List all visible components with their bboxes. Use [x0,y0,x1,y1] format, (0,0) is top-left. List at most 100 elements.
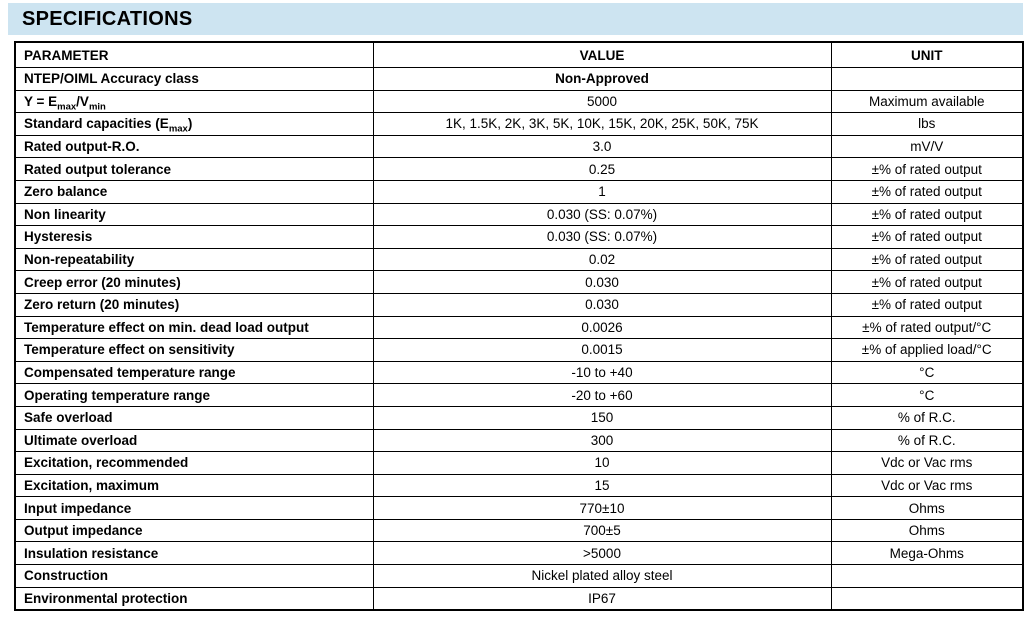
table-row: Excitation, recommended 10 Vdc or Vac rms [14,451,1024,475]
parameter-cell: Insulation resistance [14,541,374,566]
table-row: Safe overload 150% of R.C. [14,405,1024,430]
value-cell: Non-Approved [372,67,832,91]
column-header-unit: UNIT [830,41,1024,68]
unit-cell: ±% of applied load/°C [830,338,1024,362]
column-header-parameter: PARAMETER [14,41,374,68]
unit-cell: Vdc or Vac rms [830,473,1024,498]
table-row: Rated output-R.O. 3.0 mV/V [14,134,1024,159]
column-header-value: VALUE [372,41,832,68]
table-row: Hysteresis 0.030 (SS: 0.07%) ±% of rated o… [14,225,1024,249]
table-row: Creep error (20 minutes) 0.030 ±% of rated… [14,270,1024,294]
parameter-cell: Temperature effect on min. dead load out… [14,315,374,340]
value-cell: 3.0 [372,134,832,159]
table-row: Construction Nickel plated alloy steel [14,564,1024,588]
parameter-cell: Operating temperature range [14,383,374,407]
parameter-cell: Zero return (20 minutes) [14,292,374,317]
value-cell: 0.02 [372,247,832,272]
value-cell: 10 [372,451,832,475]
unit-cell: ±% of rated output [830,225,1024,249]
parameter-cell: Rated output-R.O. [14,134,374,159]
table-row: Compensated temperature range -10 to +40 °… [14,360,1024,385]
unit-cell: % of R.C. [830,428,1024,453]
unit-cell: ±% of rated output [830,157,1024,181]
value-cell: 15 [372,473,832,498]
parameter-cell: Environmental protection [14,586,374,611]
unit-cell: Maximum available [830,89,1024,114]
unit-cell: Ohms [830,496,1024,520]
value-cell: 0.0015 [372,338,832,362]
table-row: Input impedance 770±10 Ohms [14,496,1024,520]
value-cell: -20 to +60 [372,383,832,407]
table-row: Zero balance 1 ±% of rated output [14,179,1024,204]
value-cell: 0.030 (SS: 0.07%) [372,202,832,227]
unit-cell [830,564,1024,588]
unit-cell: % of R.C. [830,405,1024,430]
value-cell: 1 [372,179,832,204]
unit-cell: °C [830,360,1024,385]
parameter-cell: Excitation, maximum [14,473,374,498]
parameter-cell: Non linearity [14,202,374,227]
table-row: Temperature effect on min. dead load out… [14,315,1024,340]
table-row: NTEP/OIML Accuracy class Non-Approved [14,67,1024,91]
table-row: Insulation resistance >5000 Mega-Ohms [14,541,1024,566]
value-cell: 770±10 [372,496,832,520]
specifications-table: PARAMETER VALUE UNIT NTEP/OIML Accuracy … [14,41,1024,612]
unit-cell: Ohms [830,518,1024,543]
unit-cell: ±% of rated output [830,270,1024,294]
header-row: PARAMETER VALUE UNIT [14,41,1024,68]
parameter-cell: Ultimate overload [14,428,374,453]
parameter-cell: Creep error (20 minutes) [14,270,374,294]
unit-cell: Mega-Ohms [830,541,1024,566]
table-row: Environmental protection IP67 [14,586,1024,611]
table-row: Standard capacities (Emax) 1K, 1.5K, 2K, … [14,112,1024,136]
unit-cell: lbs [830,112,1024,136]
parameter-cell: Non-repeatability [14,247,374,272]
value-cell: 0.030 [372,292,832,317]
parameter-cell: Zero balance [14,179,374,204]
unit-cell: ±% of rated output [830,202,1024,227]
unit-cell: ±% of rated output [830,247,1024,272]
parameter-cell: Rated output tolerance [14,157,374,181]
unit-cell: mV/V [830,134,1024,159]
parameter-cell: Y = Emax/Vmin [14,89,374,114]
table-header: PARAMETER VALUE UNIT [14,41,1024,68]
value-cell: 700±5 [372,518,832,543]
unit-cell: ±% of rated output [830,292,1024,317]
unit-cell: °C [830,383,1024,407]
table-row: Rated output tolerance 0.25 ±% of rated ou… [14,157,1024,181]
value-cell: IP67 [372,586,832,611]
unit-cell: Vdc or Vac rms [830,451,1024,475]
parameter-cell: Output impedance [14,518,374,543]
table-row: Non linearity 0.030 (SS: 0.07%) ±% of rate… [14,202,1024,227]
unit-cell [830,586,1024,611]
table-row: Operating temperature range -20 to +60 °C [14,383,1024,407]
value-cell: 300 [372,428,832,453]
parameter-cell: Compensated temperature range [14,360,374,385]
parameter-cell: Safe overload [14,405,374,430]
value-cell: 150 [372,405,832,430]
parameter-cell: Standard capacities (Emax) [14,112,374,136]
table-row: Zero return (20 minutes) 0.030 ±% of rated… [14,292,1024,317]
parameter-cell: Hysteresis [14,225,374,249]
value-cell: 0.030 [372,270,832,294]
value-cell: 0.0026 [372,315,832,340]
unit-cell: ±% of rated output [830,179,1024,204]
value-cell: 0.25 [372,157,832,181]
table-row: Temperature effect on sensitivity 0.0015 ±… [14,338,1024,362]
value-cell: 5000 [372,89,832,114]
unit-cell [830,67,1024,91]
unit-cell: ±% of rated output/°C [830,315,1024,340]
table-row: Ultimate overload 300% of R.C. [14,428,1024,453]
parameter-cell: NTEP/OIML Accuracy class [14,67,374,91]
table-row: Y = Emax/Vmin 5000 Maximum available [14,89,1024,114]
value-cell: 1K, 1.5K, 2K, 3K, 5K, 10K, 15K, 20K, 25K… [372,112,832,136]
specifications-banner: SPECIFICATIONS [8,3,1023,35]
value-cell: >5000 [372,541,832,566]
page-title: SPECIFICATIONS [22,7,193,30]
table-row: Excitation, maximum 15 Vdc or Vac rms [14,473,1024,498]
spec-table-body: NTEP/OIML Accuracy class Non-Approved Y = … [14,67,1024,611]
parameter-cell: Excitation, recommended [14,451,374,475]
value-cell: 0.030 (SS: 0.07%) [372,225,832,249]
table-row: Output impedance 700±5 Ohms [14,518,1024,543]
parameter-cell: Input impedance [14,496,374,520]
